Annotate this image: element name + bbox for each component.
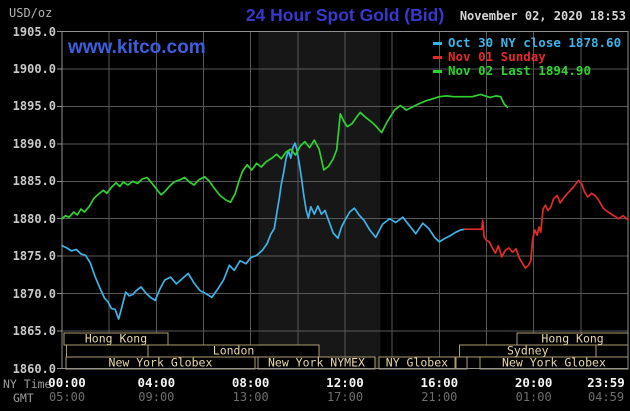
price-line-nov-02-last [61, 93, 509, 220]
legend-dash-icon [433, 56, 442, 59]
legend-item-label: Oct 30 NY close 1878.60 [448, 35, 622, 50]
gmt-tick: 05:00 [48, 390, 86, 404]
y-tick-label: 1885.0 [12, 174, 56, 189]
y-tick-label: 1875.0 [12, 249, 56, 264]
gmt-tick: 21:00 [421, 390, 458, 404]
gmt-tick: 17:00 [326, 390, 364, 404]
legend-item: Nov 02 Last 1894.90 [433, 64, 621, 78]
ny-time-tick: 12:00 [326, 375, 364, 390]
gmt-tick: 09:00 [138, 390, 175, 404]
session-label: Hong Kong [85, 332, 147, 346]
ny-time-tick: 16:00 [420, 375, 459, 390]
y-tick-label: 1905.0 [12, 24, 56, 39]
nymex-floor-band [258, 31, 381, 369]
y-tick-label: 1865.0 [12, 324, 56, 339]
legend-item-label: Nov 01 Sunday [448, 49, 546, 64]
ny-time-tick: 00:00 [48, 375, 86, 390]
legend-item-label: Nov 02 Last 1894.90 [448, 63, 591, 78]
session-label: New York Globex [502, 356, 606, 370]
y-tick-label: 1870.0 [12, 286, 56, 301]
session-label: New York NYMEX [268, 356, 365, 370]
session-label: Hong Kong [541, 332, 603, 346]
legend-item: Nov 01 Sunday [433, 50, 621, 64]
price-line-oct-30-ny-close [61, 142, 466, 320]
gmt-tick: 13:00 [232, 390, 269, 404]
session-label: New York Globex [109, 356, 213, 370]
legend-dash-icon [433, 70, 442, 73]
ny-time-tick: 23:59 [587, 375, 625, 390]
legend-item: Oct 30 NY close 1878.60 [433, 36, 621, 50]
y-tick-label: 1860.0 [12, 361, 56, 376]
gmt-row-label: GMT [13, 391, 34, 405]
ny-time-tick: 04:00 [137, 375, 176, 390]
plot-border [61, 31, 629, 369]
session-box [455, 356, 468, 370]
gmt-tick: 04:59 [587, 390, 625, 404]
price-line-nov-01-sunday [463, 179, 629, 269]
y-tick-label: 1890.0 [12, 136, 56, 151]
y-tick-label: 1880.0 [12, 211, 56, 226]
session-label: Sydney [507, 344, 549, 358]
session-label: London [213, 344, 255, 358]
legend-dash-icon [433, 42, 442, 45]
gmt-tick: 01:00 [515, 390, 552, 404]
ny-time-row-label: NY Time [3, 377, 52, 391]
session-label: NY Globex [386, 356, 448, 370]
chart-title: 24 Hour Spot Gold (Bid) [245, 5, 445, 25]
ny-time-tick: 20:00 [514, 375, 553, 390]
ny-time-tick: 08:00 [231, 375, 270, 390]
kitco-watermark-link[interactable]: www.kitco.com [68, 37, 206, 58]
y-axis-unit-label: USD/oz [9, 6, 53, 20]
y-tick-label: 1895.0 [12, 99, 56, 114]
datetime-label: November 02, 2020 18:53 [459, 9, 626, 23]
y-tick-label: 1900.0 [12, 61, 56, 76]
legend: Oct 30 NY close 1878.60 Nov 01 Sunday Nov … [433, 36, 621, 78]
